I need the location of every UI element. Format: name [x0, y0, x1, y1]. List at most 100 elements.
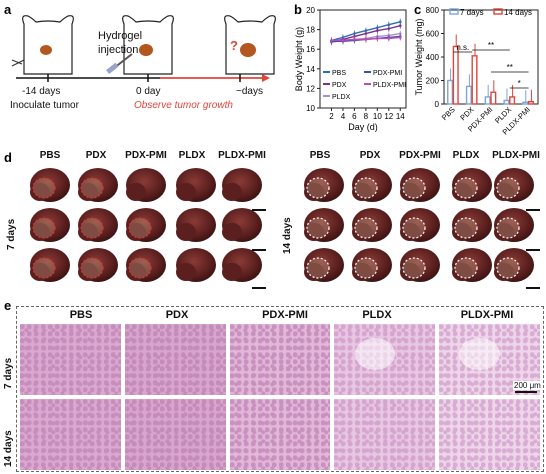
timepoint-end: ~days — [236, 86, 263, 97]
liver-lobe — [452, 183, 472, 201]
histology-image — [438, 323, 541, 396]
bar — [447, 79, 454, 105]
tumor-outline — [32, 177, 56, 199]
panel-d-label: d — [4, 150, 12, 165]
bar — [452, 45, 459, 105]
liver-lobe — [126, 223, 146, 241]
tumor-outline — [354, 257, 378, 279]
e-scale-bar — [515, 391, 537, 393]
question-mark: ? — [230, 38, 238, 53]
y-axis-label: Tumor Weight (mg) — [414, 18, 424, 95]
liver-lobe — [494, 223, 514, 241]
tumor-outline — [128, 217, 152, 239]
e-group-pdx-pmi: PDX-PMI — [262, 309, 308, 321]
bar — [484, 96, 491, 105]
hydrogel-label: Hydrogel — [98, 30, 143, 42]
x-tick-label: 12 — [384, 112, 393, 121]
d-right-group-pbs: PBS — [309, 150, 331, 161]
data-point — [330, 39, 333, 42]
tumor-outline — [402, 257, 426, 279]
legend-swatch — [449, 8, 459, 15]
bar — [490, 91, 497, 105]
d-left-group-pldx: PLDX — [178, 150, 206, 161]
d-left-group-pbs: PBS — [39, 150, 61, 161]
e-group-pbs: PBS — [69, 309, 93, 321]
x-tick-label: 8 — [364, 112, 369, 121]
liver-lobe — [400, 223, 420, 241]
significance-label: * — [518, 79, 521, 88]
data-point — [376, 29, 379, 32]
histology-image — [123, 323, 227, 396]
y-tick-label: 14 — [306, 65, 315, 74]
bar — [509, 96, 516, 105]
liver-lobe — [304, 223, 324, 241]
caption-inoculate: Inoculate tumor — [10, 100, 79, 111]
significance-label: ** — [507, 63, 513, 72]
liver-lobe — [126, 263, 146, 281]
e-group-pldx-pmi: PLDX-PMI — [460, 309, 514, 321]
data-point — [376, 37, 379, 40]
histology-image — [228, 398, 332, 471]
bar — [471, 55, 478, 105]
vacuole-region — [459, 338, 500, 371]
mouse-icon: ? — [224, 15, 276, 75]
tumor-outline — [454, 177, 478, 199]
d-left-group-pdx: PDX — [85, 150, 107, 161]
liver-lobe — [222, 263, 242, 281]
liver-lobe — [494, 183, 514, 201]
panel-b-label: b — [294, 2, 302, 17]
liver-lobe — [176, 183, 196, 201]
y-tick-label: 18 — [306, 26, 315, 35]
histology-image — [333, 398, 437, 471]
liver-lobe — [352, 183, 372, 201]
liver-lobe — [222, 223, 242, 241]
y-tick-label: 0 — [435, 100, 440, 109]
y-tick-label: 200 — [426, 77, 440, 86]
y-tick-label: 12 — [306, 84, 315, 93]
bar — [527, 100, 534, 105]
tumor-outline — [402, 177, 426, 199]
liver-lobe — [176, 263, 196, 281]
histology-image — [19, 323, 122, 396]
panel-a-label: a — [4, 2, 12, 17]
d-left-group-pdx-pmi: PDX-PMI — [125, 150, 167, 161]
significance-label: ** — [488, 41, 494, 50]
significance-label: n.s. — [456, 43, 469, 52]
e-scale-label: 200 μm — [513, 381, 542, 390]
x-tick-label: PBS — [440, 105, 457, 122]
d-right-group-pdx-pmi: PDX-PMI — [399, 150, 441, 161]
liver-photo-grid — [30, 168, 540, 289]
panel-e-label: e — [4, 298, 12, 313]
liver-lobe — [352, 263, 372, 281]
d-right-group-pldx: PLDX — [452, 150, 480, 161]
liver-lobe — [304, 263, 324, 281]
histology-image — [333, 323, 437, 396]
liver-lobe — [452, 223, 472, 241]
data-point — [398, 20, 402, 24]
data-point — [364, 32, 368, 35]
liver-lobe — [126, 183, 146, 201]
legend-label: 14 days — [504, 8, 532, 17]
data-point — [364, 38, 368, 41]
tumor-outline — [496, 217, 520, 239]
liver-lobe — [78, 223, 98, 241]
legend-swatch — [493, 8, 503, 15]
data-point — [387, 37, 391, 40]
panel-d: PBS PDX PDX-PMI PLDX PLDX-PMI PBS PDX PD… — [0, 150, 546, 296]
liver-lobe — [452, 263, 472, 281]
tumor-outline — [128, 257, 152, 279]
tumor-outline — [80, 177, 104, 199]
x-tick-label: 14 — [396, 112, 405, 121]
panel-e: PBS PDX PDX-PMI PLDX PLDX-PMI 7 days 14 … — [3, 306, 544, 472]
e-group-pdx: PDX — [165, 309, 189, 321]
x-tick-label: 6 — [352, 112, 357, 121]
y-tick-label: 400 — [426, 53, 440, 62]
data-point — [341, 39, 345, 42]
y-axis-label: Body Weight (g) — [294, 27, 304, 91]
data-point — [398, 24, 402, 27]
tumor-outline — [454, 217, 478, 239]
tumor-outline — [306, 217, 330, 239]
y-tick-label: 800 — [426, 6, 440, 15]
timepoint-injection: 0 day — [136, 86, 161, 97]
